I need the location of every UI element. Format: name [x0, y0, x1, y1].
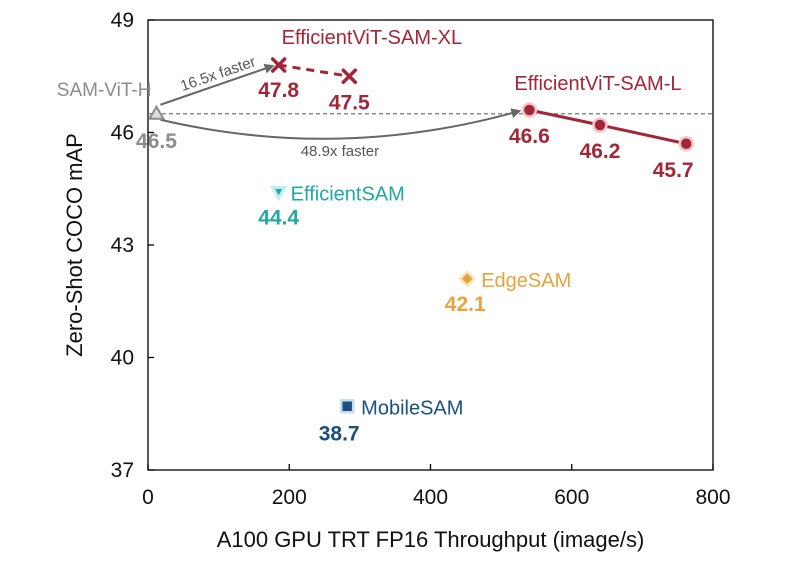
y-tick-label: 37: [111, 459, 134, 482]
x-axis-label: A100 GPU TRT FP16 Throughput (image/s): [217, 527, 645, 552]
speedup-label-l: 48.9x faster: [301, 143, 379, 160]
mobilesam-series-label: MobileSAM: [361, 397, 463, 419]
edgesam-value-label: 42.1: [445, 293, 486, 316]
efficientvit-sam-xl-series-label: EfficientViT-SAM-XL: [282, 27, 462, 49]
efficientvit-sam-xl-line: [278, 63, 350, 78]
mobilesam-point: [339, 399, 355, 414]
x-tick-label: 0: [142, 486, 154, 509]
efficientvit-sam-l-value-label: 46.2: [580, 140, 621, 163]
edgesam-point: [458, 269, 476, 288]
edgesam-series-label: EdgeSAM: [481, 270, 571, 292]
x-tick-label: 600: [554, 486, 589, 509]
efficientvit-sam-l-point: [521, 102, 538, 118]
axes: 0 200 400 600 800 37 40 43 46 49 A100 GPU TRT FP16…: [62, 9, 731, 552]
y-axis-label: Zero-Shot COCO mAP: [62, 133, 87, 357]
efficientvit-sam-xl-value-label: 47.5: [329, 91, 370, 114]
x-tick-label: 200: [272, 486, 307, 509]
x-tick-label: 800: [695, 486, 730, 509]
data-labels: 46.5 SAM-ViT-H 47.8 47.5 EfficientViT-SAM-XL…: [57, 27, 694, 445]
efficientvit-sam-xl-point: [270, 57, 287, 73]
sam-vit-h-value-label: 46.5: [136, 130, 177, 153]
efficientvit-sam-l-point: [678, 136, 694, 152]
y-tick-label: 40: [111, 347, 134, 370]
y-tick-label: 49: [111, 9, 134, 32]
sam-vit-h-point: [147, 104, 166, 120]
efficientvit-sam-xl-point: [341, 68, 358, 84]
mobilesam-value-label: 38.7: [319, 422, 360, 445]
x-tick-label: 400: [413, 486, 448, 509]
y-tick-label: 46: [111, 122, 134, 145]
efficientsam-point: [270, 186, 288, 202]
speedup-label-xl: 16.5x faster: [178, 53, 258, 95]
speedup-arrow-l: [160, 108, 522, 140]
efficientvit-sam-xl-value-label: 47.8: [258, 79, 299, 102]
efficientsam-value-label: 44.4: [258, 207, 299, 230]
efficientsam-series-label: EfficientSAM: [291, 184, 405, 206]
speedup-arrow-xl: [160, 63, 275, 106]
data-series: [147, 57, 694, 414]
efficientvit-sam-l-value-label: 45.7: [653, 159, 694, 182]
y-tick-label: 43: [111, 234, 134, 257]
efficientvit-sam-l-value-label: 46.6: [509, 125, 550, 148]
sam-vit-h-series-label: SAM-ViT-H: [57, 80, 152, 101]
efficientvit-sam-l-series-label: EfficientViT-SAM-L: [514, 73, 681, 95]
efficientvit-sam-l-line: [529, 108, 687, 146]
efficientvit-sam-l-point: [592, 117, 608, 133]
